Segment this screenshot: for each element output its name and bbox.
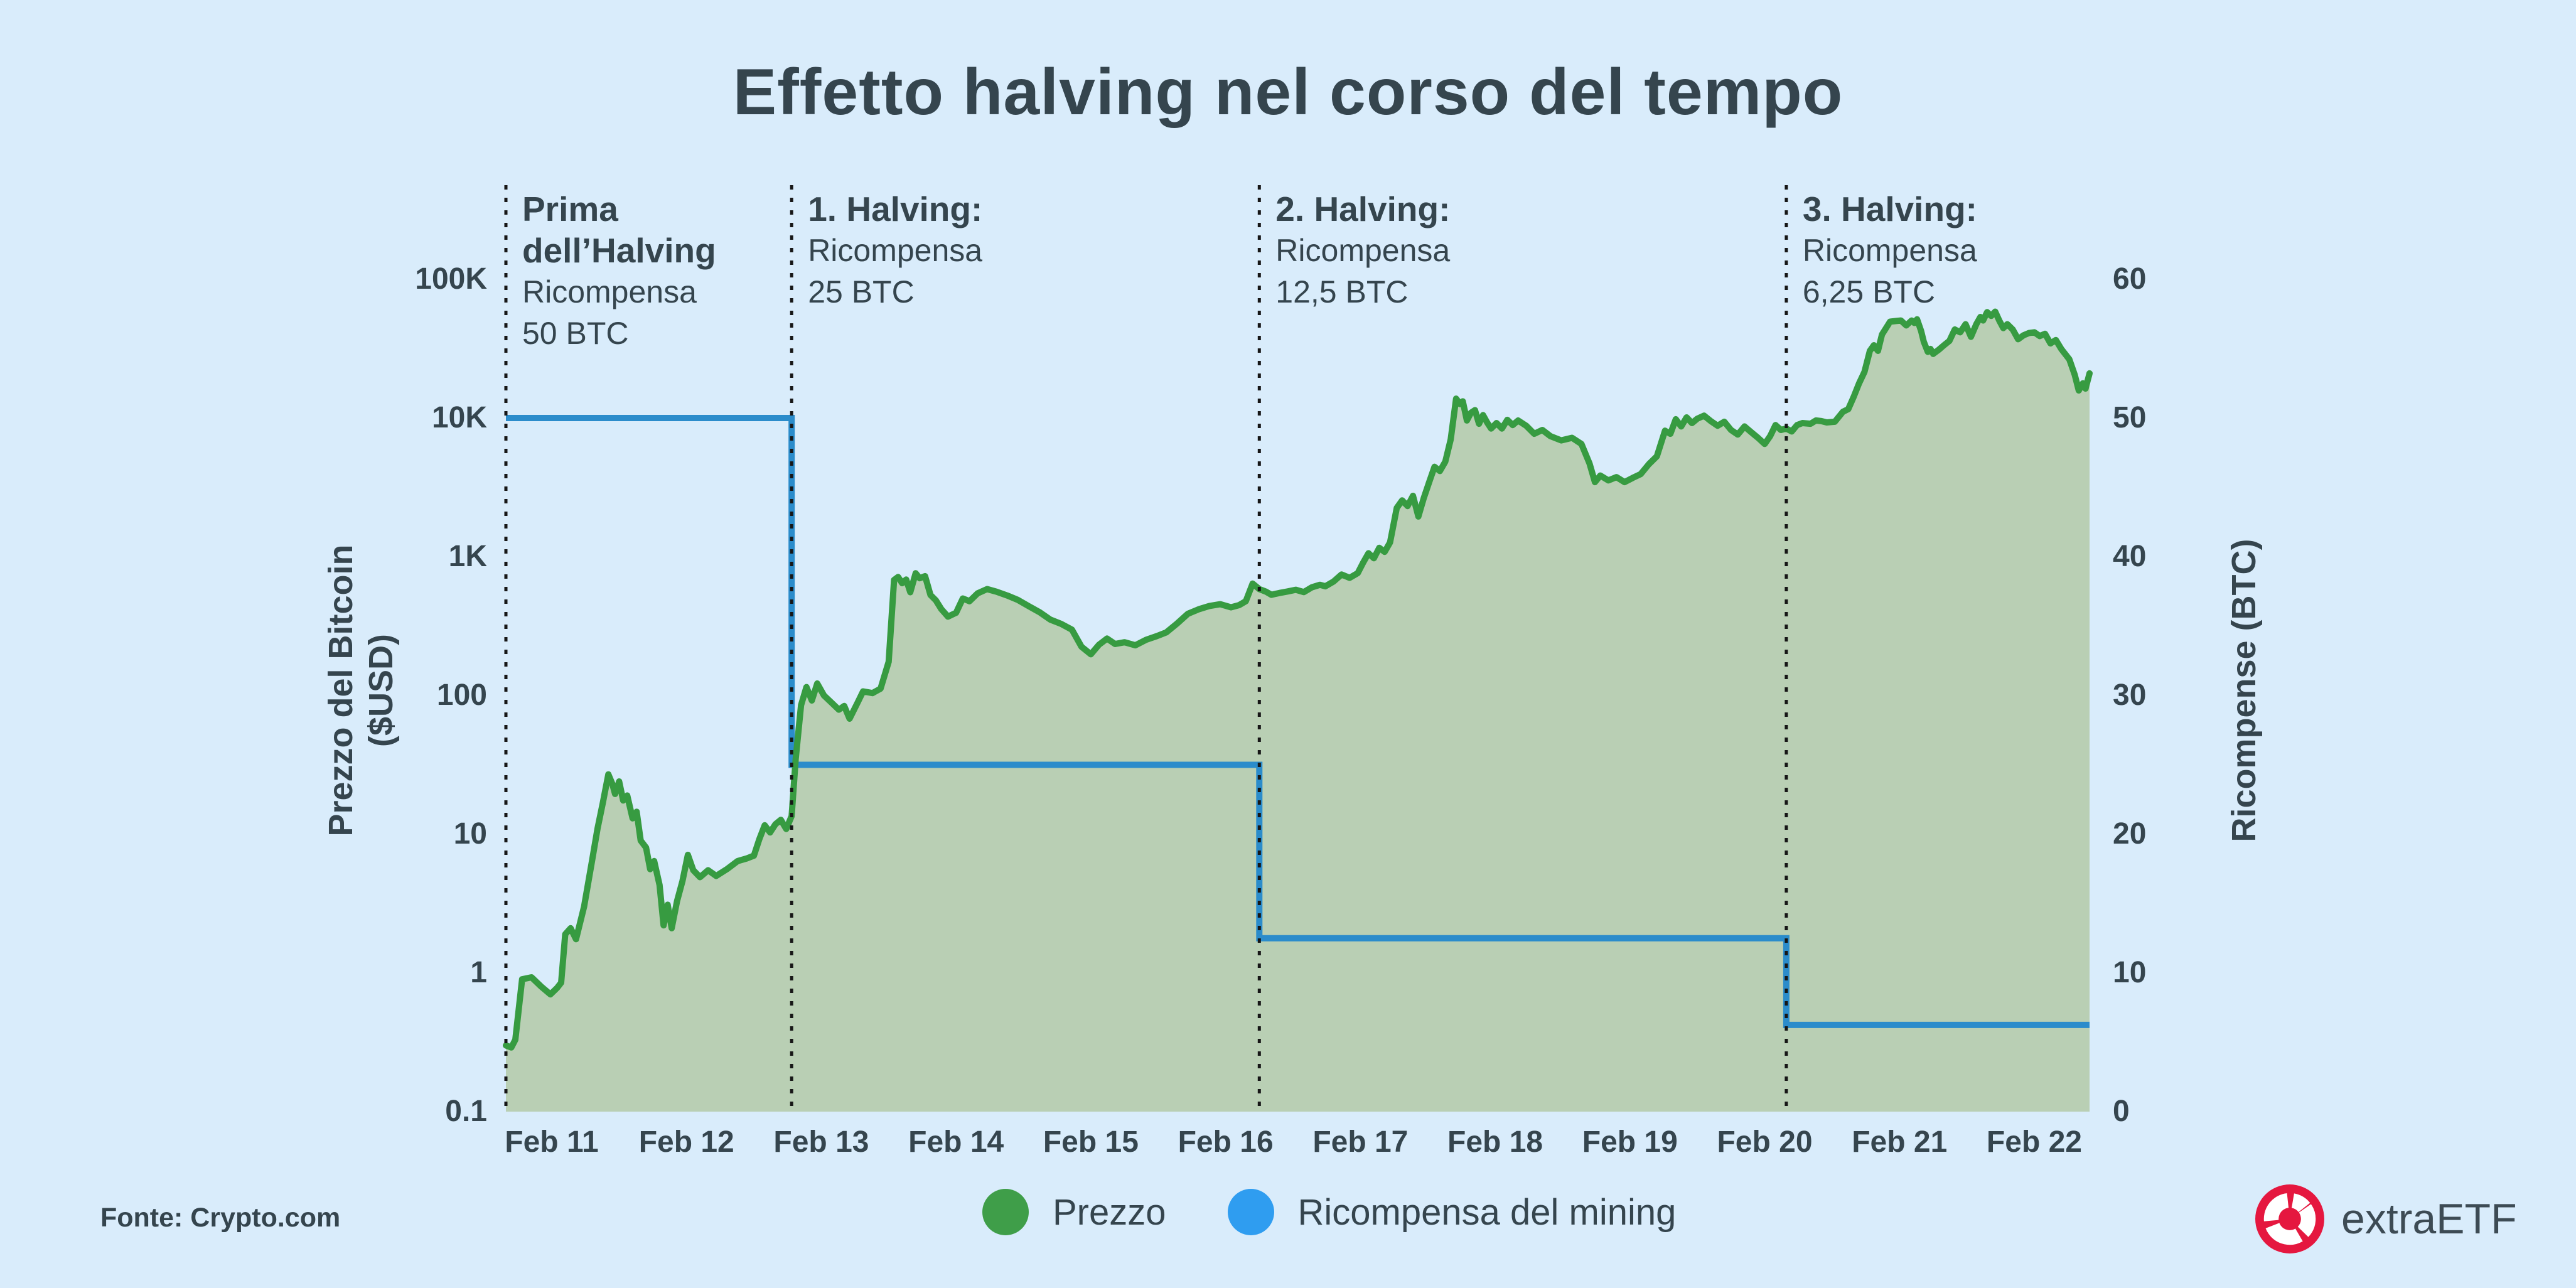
y-right-tick-label: 50 <box>2113 401 2147 434</box>
x-tick-label: Feb 21 <box>1852 1125 1948 1159</box>
x-tick-label: Feb 19 <box>1582 1125 1678 1159</box>
annotation-line: 6,25 BTC <box>1802 274 1936 309</box>
annotation-bold-line: Prima <box>522 190 618 228</box>
y-left-tick-label: 100 <box>436 679 487 712</box>
reward-legend-dot-icon <box>1227 1189 1274 1235</box>
halving-annotation-3: 3. Halving: Ricompensa 6,25 BTC <box>1803 188 1977 313</box>
x-tick-label: Feb 22 <box>1986 1125 2082 1159</box>
y-left-tick-label: 10 <box>453 817 487 851</box>
page-title: Effetto halving nel corso del tempo <box>733 56 1843 129</box>
price-line <box>503 308 2093 1051</box>
y-right-tick-label: 60 <box>2113 262 2147 296</box>
annotation-line: Ricompensa <box>1802 233 1977 268</box>
annotation-line: 25 BTC <box>808 274 915 309</box>
chart-legend: Prezzo Ricompensa del mining <box>982 1189 1676 1235</box>
halving-annotation-1: 1. Halving: Ricompensa 25 BTC <box>808 188 982 313</box>
source-credit: Fonte: Crypto.com <box>100 1203 341 1233</box>
legend-label-ricompensa: Ricompensa del mining <box>1297 1191 1677 1233</box>
x-tick-label: Feb 14 <box>908 1125 1004 1159</box>
x-tick-label: Feb 20 <box>1717 1125 1813 1159</box>
legend-label-prezzo: Prezzo <box>1053 1191 1166 1233</box>
x-tick-label: Feb 15 <box>1043 1125 1139 1159</box>
halving-annotation-0: Prima dell’Halving Ricompensa 50 BTC <box>522 188 716 354</box>
halving-annotation-2: 2. Halving: Ricompensa 12,5 BTC <box>1275 188 1450 313</box>
x-tick-label: Feb 11 <box>505 1125 599 1159</box>
y-right-tick-label: 20 <box>2113 817 2147 851</box>
annotation-line: 50 BTC <box>522 316 629 351</box>
y-right-tick-label: 40 <box>2113 540 2147 573</box>
annotation-bold-line: 2. Halving: <box>1275 190 1451 228</box>
brand-name: extraETF <box>2341 1195 2517 1243</box>
y-left-tick-label: 100K <box>415 262 487 296</box>
x-tick-label: Feb 17 <box>1312 1125 1409 1159</box>
y-axis-left-title-line2: ($USD) <box>362 633 400 748</box>
y-axis-left-title: Prezzo del Bitcoin ($USD) <box>321 544 401 836</box>
x-tick-label: Feb 18 <box>1447 1125 1543 1159</box>
annotation-bold-line: 3. Halving: <box>1802 190 1977 228</box>
legend-item-ricompensa: Ricompensa del mining <box>1227 1189 1677 1235</box>
annotation-bold-line: dell’Halving <box>522 231 716 270</box>
y-left-tick-label: 0.1 <box>445 1095 487 1128</box>
y-left-tick-label: 10K <box>431 401 487 434</box>
y-left-tick-label: 1 <box>470 956 487 989</box>
y-right-tick-label: 0 <box>2113 1095 2130 1128</box>
annotation-line: Ricompensa <box>1275 233 1451 268</box>
price-legend-dot-icon <box>982 1189 1029 1235</box>
annotation-line: Ricompensa <box>522 274 697 309</box>
y-left-tick-label: 1K <box>448 540 487 573</box>
brand-logo: extraETF <box>2255 1184 2517 1254</box>
extraetf-red-donut-logo-icon <box>2255 1184 2324 1253</box>
legend-item-prezzo: Prezzo <box>982 1189 1166 1235</box>
annotation-line: Ricompensa <box>808 233 983 268</box>
y-axis-left-title-line1: Prezzo del Bitcoin <box>322 544 360 837</box>
x-tick-label: Feb 16 <box>1178 1125 1274 1159</box>
y-axis-right-title: Ricompense (BTC) <box>2225 539 2263 842</box>
y-right-tick-label: 10 <box>2113 956 2147 989</box>
price-area-fill <box>506 311 2090 1112</box>
y-right-tick-label: 30 <box>2113 679 2147 712</box>
x-tick-label: Feb 12 <box>638 1125 734 1159</box>
annotation-line: 12,5 BTC <box>1275 274 1409 309</box>
annotation-bold-line: 1. Halving: <box>808 190 983 228</box>
x-tick-label: Feb 13 <box>773 1125 869 1159</box>
